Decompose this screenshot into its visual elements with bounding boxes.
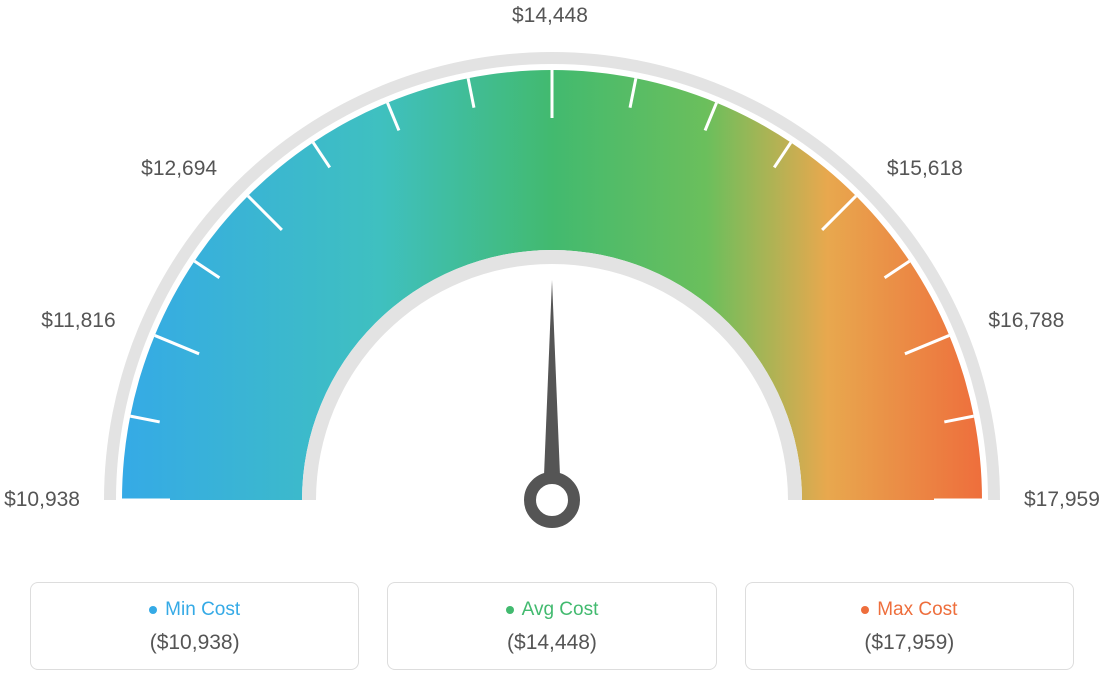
gauge-tick-label: $15,618 <box>887 157 963 181</box>
gauge-tick-label: $12,694 <box>141 157 217 181</box>
legend-dot-icon <box>506 606 514 614</box>
gauge-tick-label: $11,816 <box>41 309 115 333</box>
legend-title-text: Avg Cost <box>522 599 599 621</box>
legend-value-max: ($17,959) <box>756 631 1063 655</box>
gauge-hub <box>530 478 574 522</box>
gauge-tick-label: $16,788 <box>988 309 1064 333</box>
legend-title-text: Min Cost <box>165 599 240 621</box>
legend-dot-icon <box>861 606 869 614</box>
legend-row: Min Cost ($10,938) Avg Cost ($14,448) Max Co… <box>0 582 1104 670</box>
legend-title-min: Min Cost <box>149 599 240 621</box>
gauge-needle <box>543 280 561 500</box>
legend-dot-icon <box>149 606 157 614</box>
gauge-tick-label: $10,938 <box>4 488 80 512</box>
legend-value-avg: ($14,448) <box>398 631 705 655</box>
legend-card-avg: Avg Cost ($14,448) <box>387 582 716 670</box>
legend-title-avg: Avg Cost <box>506 599 599 621</box>
gauge-tick-label: $17,959 <box>1024 488 1100 512</box>
legend-card-max: Max Cost ($17,959) <box>745 582 1074 670</box>
legend-card-min: Min Cost ($10,938) <box>30 582 359 670</box>
gauge-chart: $10,938 $11,816 $12,694 $14,448 $15,618 $16,7… <box>0 0 1104 560</box>
legend-value-min: ($10,938) <box>41 631 348 655</box>
gauge-tick-label: $14,448 <box>512 4 588 28</box>
gauge-svg <box>92 40 1012 560</box>
legend-title-text: Max Cost <box>877 599 957 621</box>
legend-title-max: Max Cost <box>861 599 957 621</box>
